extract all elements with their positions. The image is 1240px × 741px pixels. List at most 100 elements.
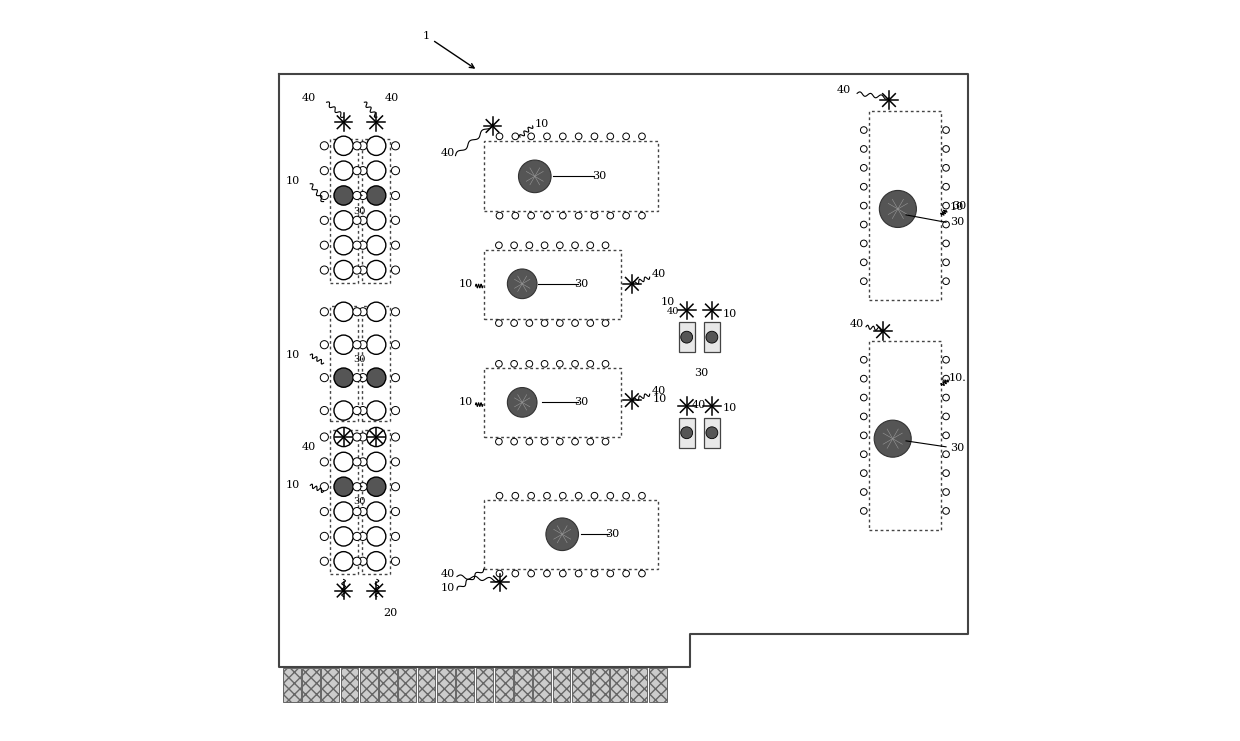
Text: 20: 20 [383,608,397,618]
Circle shape [320,341,329,349]
Bar [869,341,941,530]
Text: 10: 10 [459,279,472,289]
Circle shape [367,551,386,571]
Circle shape [575,212,582,219]
Circle shape [587,242,594,249]
Circle shape [603,242,609,249]
Circle shape [622,133,630,140]
Circle shape [559,133,567,140]
Circle shape [942,413,950,419]
Circle shape [358,508,367,516]
Circle shape [353,557,361,565]
Circle shape [526,439,533,445]
Circle shape [861,145,867,153]
Circle shape [320,532,329,540]
Circle shape [392,308,399,316]
Circle shape [942,376,950,382]
Text: 10: 10 [950,202,965,213]
Circle shape [367,368,386,388]
Circle shape [622,492,630,499]
Bar [321,668,340,702]
Bar [869,111,941,300]
Circle shape [320,557,329,565]
Bar [484,500,657,569]
Circle shape [861,508,867,514]
Bar [436,668,455,702]
Circle shape [353,142,361,150]
Circle shape [392,266,399,274]
Circle shape [392,341,399,349]
Circle shape [606,571,614,576]
Circle shape [353,266,361,274]
Circle shape [575,133,582,140]
Circle shape [559,212,567,219]
Circle shape [861,259,867,266]
Circle shape [639,571,645,576]
Circle shape [942,202,950,209]
Bar [484,141,657,211]
Circle shape [334,236,353,255]
Circle shape [543,571,551,576]
Circle shape [861,376,867,382]
Circle shape [367,452,386,471]
Circle shape [353,373,361,382]
Circle shape [353,407,361,415]
Circle shape [557,320,563,326]
Circle shape [367,186,386,205]
Bar [475,668,494,702]
Bar [362,306,391,421]
Bar [704,418,720,448]
Circle shape [639,492,645,499]
Circle shape [541,242,548,249]
Circle shape [367,477,386,496]
Circle shape [861,470,867,476]
Circle shape [392,532,399,540]
Text: 40: 40 [440,569,455,579]
Circle shape [367,236,386,255]
Bar [678,322,694,352]
Circle shape [639,133,645,140]
Bar [360,668,378,702]
Circle shape [528,492,534,499]
Bar [303,668,320,702]
Text: 30: 30 [605,529,620,539]
Bar [704,322,720,352]
Bar [362,430,391,574]
Circle shape [861,413,867,419]
Circle shape [358,407,367,415]
Circle shape [572,361,578,368]
Circle shape [606,492,614,499]
Circle shape [528,571,534,576]
Bar [495,668,512,702]
Circle shape [591,571,598,576]
Circle shape [320,373,329,382]
Text: 10: 10 [459,397,472,408]
Circle shape [392,191,399,199]
Circle shape [334,136,353,156]
Circle shape [587,439,594,445]
Circle shape [942,127,950,133]
Circle shape [942,259,950,266]
Circle shape [334,368,353,388]
Circle shape [353,191,361,199]
Circle shape [334,210,353,230]
Circle shape [511,242,517,249]
Circle shape [320,508,329,516]
Bar [649,668,667,702]
Circle shape [639,212,645,219]
Circle shape [320,191,329,199]
Text: 10: 10 [285,480,300,491]
Circle shape [942,165,950,171]
Circle shape [511,361,517,368]
Circle shape [353,241,361,249]
Circle shape [358,142,367,150]
Circle shape [861,221,867,228]
Circle shape [358,458,367,466]
Text: 30: 30 [574,397,589,408]
Circle shape [320,216,329,225]
Circle shape [392,216,399,225]
Circle shape [392,142,399,150]
Circle shape [367,335,386,354]
Circle shape [353,433,361,441]
Circle shape [392,407,399,415]
